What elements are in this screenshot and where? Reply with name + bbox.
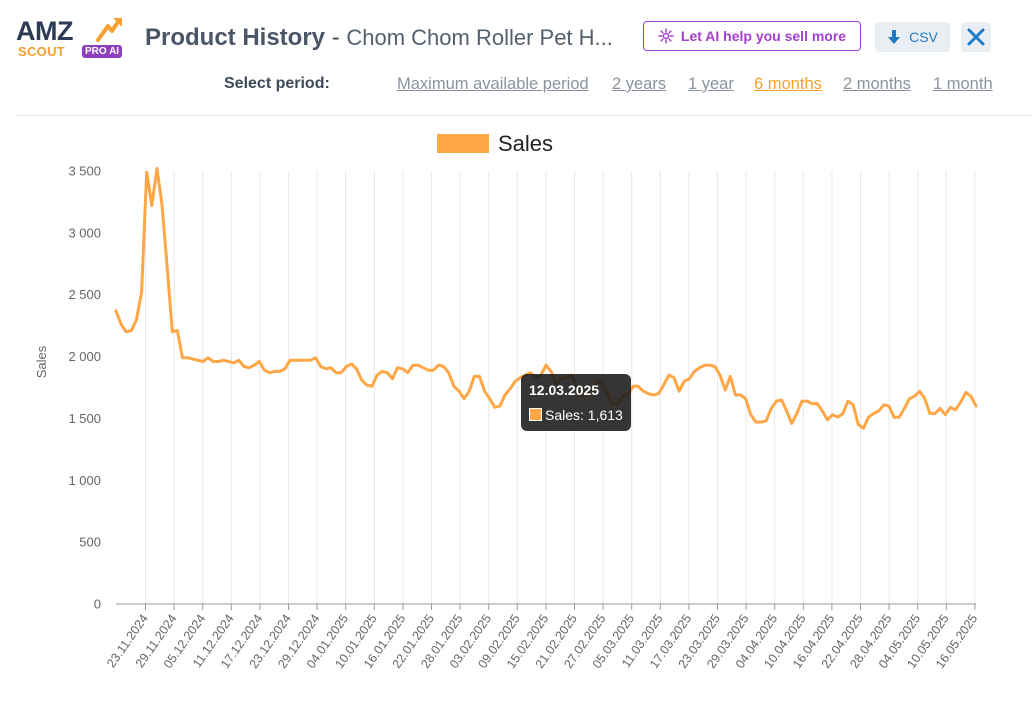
chart-grid [145, 171, 976, 604]
header-divider [16, 115, 1032, 116]
csv-download-button[interactable]: CSV [875, 22, 950, 52]
y-axis-label: Sales [34, 345, 49, 378]
title-main: Product History [145, 24, 326, 51]
period-option-maximum[interactable]: Maximum available period [397, 75, 589, 93]
y-tick-label: 500 [79, 535, 101, 550]
csv-button-label: CSV [909, 29, 938, 45]
y-tick-label: 1 500 [68, 411, 101, 426]
chart-series [114, 167, 978, 430]
header: AMZ SCOUT PRO AI Product History - Chom … [0, 0, 1032, 93]
amzscout-logo[interactable]: AMZ SCOUT PRO AI [14, 14, 126, 64]
title-separator: - [325, 24, 347, 51]
tooltip-swatch [529, 408, 542, 421]
chart-legend[interactable]: Sales [437, 131, 553, 156]
y-tick-label: 3 500 [68, 164, 101, 179]
period-option-2-months[interactable]: 2 months [843, 75, 911, 93]
logo-arrow-icon [96, 18, 122, 42]
title-product-name: Chom Chom Roller Pet H... [346, 25, 613, 50]
tooltip-value: Sales: 1,613 [545, 407, 623, 423]
period-option-1-year[interactable]: 1 year [688, 75, 734, 93]
legend-label-sales: Sales [498, 131, 553, 156]
page-title: Product History - Chom Chom Roller Pet H… [145, 24, 615, 52]
logo-badge-pro-ai: PRO AI [82, 45, 123, 58]
ai-help-button[interactable]: Let AI help you sell more [643, 21, 861, 51]
close-icon [967, 28, 985, 46]
y-axis-title: Sales [34, 345, 49, 378]
close-button[interactable] [961, 22, 991, 52]
series-line-sales [114, 167, 978, 430]
y-tick-label: 1 000 [68, 473, 101, 488]
chart-tooltip: 12.03.2025 Sales: 1,613 [521, 374, 631, 431]
y-tick-label: 2 500 [68, 287, 101, 302]
y-tick-label: 3 000 [68, 225, 101, 240]
y-tick-label: 2 000 [68, 349, 101, 364]
legend-swatch-sales [437, 134, 489, 153]
period-option-6-months[interactable]: 6 months [754, 75, 822, 93]
y-tick-label: 0 [94, 597, 101, 612]
logo-text-scout: SCOUT [18, 44, 65, 59]
logo-text-amz: AMZ [16, 16, 73, 46]
ai-help-button-label: Let AI help you sell more [680, 28, 847, 44]
tooltip-date: 12.03.2025 [529, 382, 600, 398]
select-period-label: Select period: [224, 75, 330, 92]
period-option-1-month[interactable]: 1 month [933, 75, 993, 93]
period-option-2-years[interactable]: 2 years [612, 75, 667, 93]
download-arrow-icon [888, 30, 901, 44]
ai-sparkle-icon [658, 28, 674, 44]
